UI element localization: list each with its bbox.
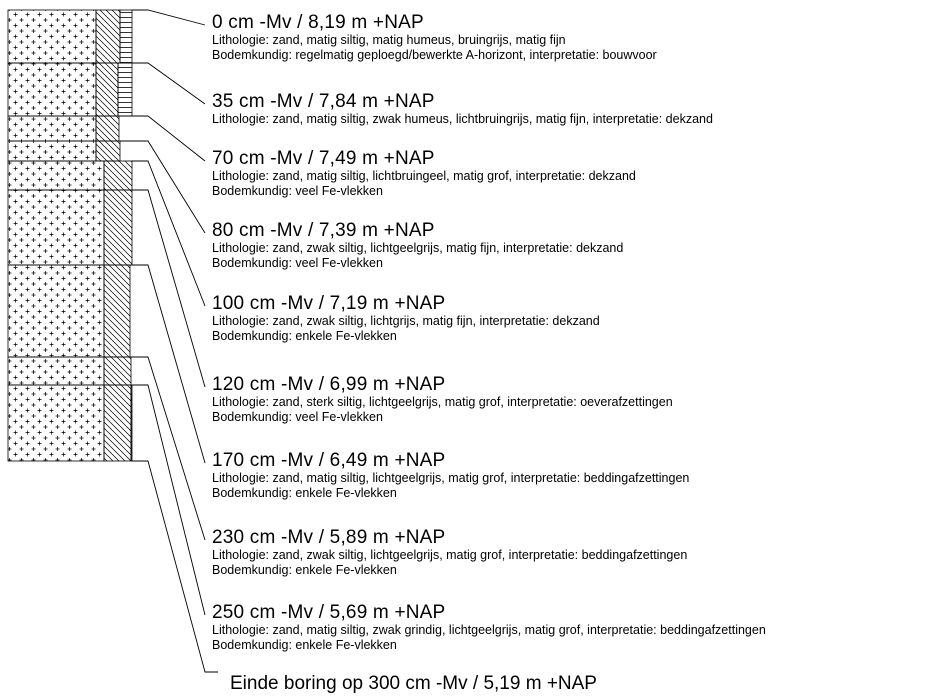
gravel-hatch bbox=[130, 384, 133, 462]
sand-hatch bbox=[7, 62, 97, 117]
layer-soil-text: Bodemkundig: enkele Fe-vlekken bbox=[212, 485, 397, 500]
end-of-boring-label: Einde boring op 300 cm -Mv / 5,19 m +NAP bbox=[230, 673, 597, 694]
layer-description: 170 cm -Mv / 6,49 m +NAP Lithologie: zand… bbox=[212, 451, 689, 500]
layer-lithology-text: Lithologie: zand, matig siltig, zwak gri… bbox=[212, 623, 766, 637]
layer-soil-text: Bodemkundig: enkele Fe-vlekken bbox=[212, 637, 397, 652]
layer-soil-text: Bodemkundig: veel Fe-vlekken bbox=[212, 183, 383, 198]
leader-line bbox=[132, 189, 206, 388]
leader-line bbox=[132, 460, 218, 673]
silt-hatch bbox=[103, 356, 132, 386]
leader-line bbox=[131, 356, 206, 541]
boring-log-column bbox=[7, 9, 218, 673]
sand-hatch bbox=[7, 140, 97, 162]
layer-depth-label: 170 cm -Mv / 6,49 m +NAP bbox=[212, 450, 446, 471]
layer-depth-label: 80 cm -Mv / 7,39 m +NAP bbox=[212, 220, 435, 241]
layer-lithology-text: Lithologie: zand, zwak siltig, lichtgeel… bbox=[212, 548, 688, 562]
sand-hatch bbox=[7, 189, 105, 266]
humus-hatch bbox=[117, 62, 133, 117]
leader-line bbox=[132, 62, 206, 105]
silt-hatch bbox=[103, 264, 131, 358]
silt-hatch bbox=[95, 62, 119, 117]
sand-hatch bbox=[7, 160, 105, 191]
sand-hatch bbox=[7, 115, 97, 142]
layer-depth-label: 250 cm -Mv / 5,69 m +NAP bbox=[212, 602, 446, 623]
silt-hatch bbox=[95, 115, 120, 142]
leader-line bbox=[130, 264, 206, 464]
layer-depth-label: 70 cm -Mv / 7,49 m +NAP bbox=[212, 148, 435, 169]
leader-line bbox=[120, 140, 206, 234]
layer-lithology-text: Lithologie: zand, matig siltig, zwak hum… bbox=[212, 112, 713, 126]
layer-description: 120 cm -Mv / 6,99 m +NAP Lithologie: zand… bbox=[212, 375, 673, 424]
layer-soil-text: Bodemkundig: enkele Fe-vlekken bbox=[212, 328, 397, 343]
sand-hatch bbox=[7, 384, 105, 462]
layer-lithology-text: Lithologie: zand, matig siltig, matig hu… bbox=[212, 33, 566, 47]
layer-lithology-text: Lithologie: zand, sterk siltig, lichtgee… bbox=[212, 395, 673, 409]
layer-depth-label: 120 cm -Mv / 6,99 m +NAP bbox=[212, 374, 446, 395]
layer-soil-text: Bodemkundig: veel Fe-vlekken bbox=[212, 255, 383, 270]
layer-description: 0 cm -Mv / 8,19 m +NAP Lithologie: zand, … bbox=[212, 13, 657, 62]
layer-description: 80 cm -Mv / 7,39 m +NAP Lithologie: zand,… bbox=[212, 221, 623, 270]
layer-description: 230 cm -Mv / 5,89 m +NAP Lithologie: zand… bbox=[212, 528, 687, 577]
layer-description: 250 cm -Mv / 5,69 m +NAP Lithologie: zand… bbox=[212, 603, 766, 652]
layer-description: 35 cm -Mv / 7,84 m +NAP Lithologie: zand,… bbox=[212, 92, 713, 127]
leader-line bbox=[132, 384, 206, 616]
leader-line bbox=[119, 115, 206, 162]
silt-hatch bbox=[103, 189, 133, 266]
layer-description: 100 cm -Mv / 7,19 m +NAP Lithologie: zand… bbox=[212, 294, 600, 343]
silt-hatch bbox=[103, 160, 133, 191]
layer-depth-label: 35 cm -Mv / 7,84 m +NAP bbox=[212, 91, 435, 112]
layer-depth-label: 100 cm -Mv / 7,19 m +NAP bbox=[212, 293, 446, 314]
leader-line bbox=[132, 160, 206, 307]
sand-hatch bbox=[7, 264, 105, 358]
layer-depth-label: 230 cm -Mv / 5,89 m +NAP bbox=[212, 527, 446, 548]
layer-soil-text: Bodemkundig: veel Fe-vlekken bbox=[212, 409, 383, 424]
layer-lithology-text: Lithologie: zand, matig siltig, lichtgee… bbox=[212, 471, 690, 485]
layer-lithology-text: Lithologie: zand, zwak siltig, lichtgrij… bbox=[212, 314, 600, 328]
sand-hatch bbox=[7, 9, 97, 64]
layer-lithology-text: Lithologie: zand, zwak siltig, lichtgeel… bbox=[212, 241, 624, 255]
silt-hatch bbox=[95, 140, 121, 162]
layer-description: 70 cm -Mv / 7,49 m +NAP Lithologie: zand,… bbox=[212, 149, 636, 198]
silt-hatch bbox=[103, 384, 132, 462]
silt-hatch bbox=[95, 9, 121, 64]
humus-hatch bbox=[119, 9, 133, 64]
layer-soil-text: Bodemkundig: enkele Fe-vlekken bbox=[212, 562, 397, 577]
layer-depth-label: 0 cm -Mv / 8,19 m +NAP bbox=[212, 12, 424, 33]
leader-line bbox=[132, 9, 206, 26]
layer-soil-text: Bodemkundig: regelmatig geploegd/bewerkt… bbox=[212, 47, 657, 62]
sand-hatch bbox=[7, 356, 105, 386]
layer-lithology-text: Lithologie: zand, matig siltig, lichtbru… bbox=[212, 169, 636, 183]
